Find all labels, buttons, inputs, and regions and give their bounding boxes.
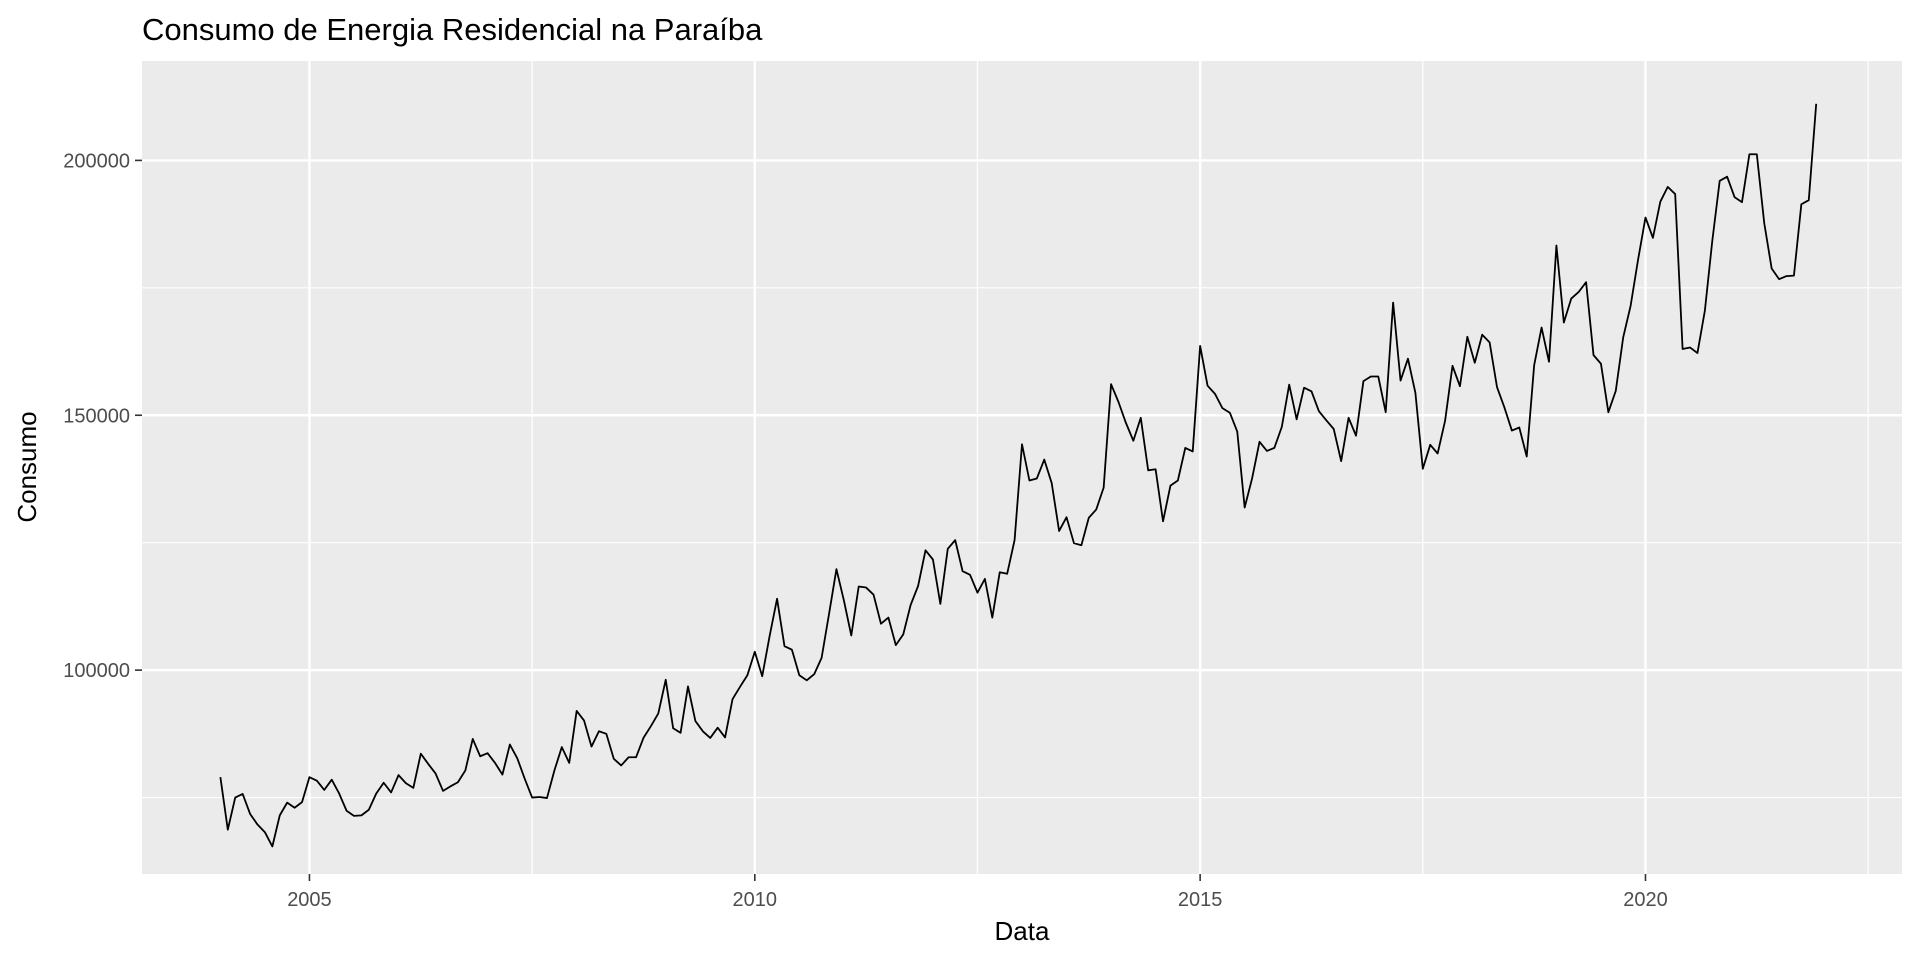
- x-tick-label: 2010: [733, 889, 778, 911]
- y-tick-label: 200000: [63, 150, 130, 172]
- major-gridlines: [142, 61, 1902, 874]
- minor-gridlines: [142, 61, 1902, 874]
- x-tick-label: 2005: [287, 889, 332, 911]
- y-tick-label: 150000: [63, 405, 130, 427]
- x-axis-title: Data: [995, 916, 1050, 946]
- y-tick-label: 100000: [63, 660, 130, 682]
- chart-title: Consumo de Energia Residencial na Paraíb…: [142, 12, 763, 47]
- y-axis: 100000 150000 200000: [63, 150, 142, 682]
- x-axis: 2005 2010 2015 2020: [287, 874, 1668, 911]
- y-axis-title: Consumo: [12, 411, 42, 522]
- x-tick-label: 2020: [1623, 889, 1668, 911]
- series-line: [219, 103, 1818, 848]
- x-tick-label: 2015: [1178, 889, 1223, 911]
- plot-panel: [142, 61, 1902, 874]
